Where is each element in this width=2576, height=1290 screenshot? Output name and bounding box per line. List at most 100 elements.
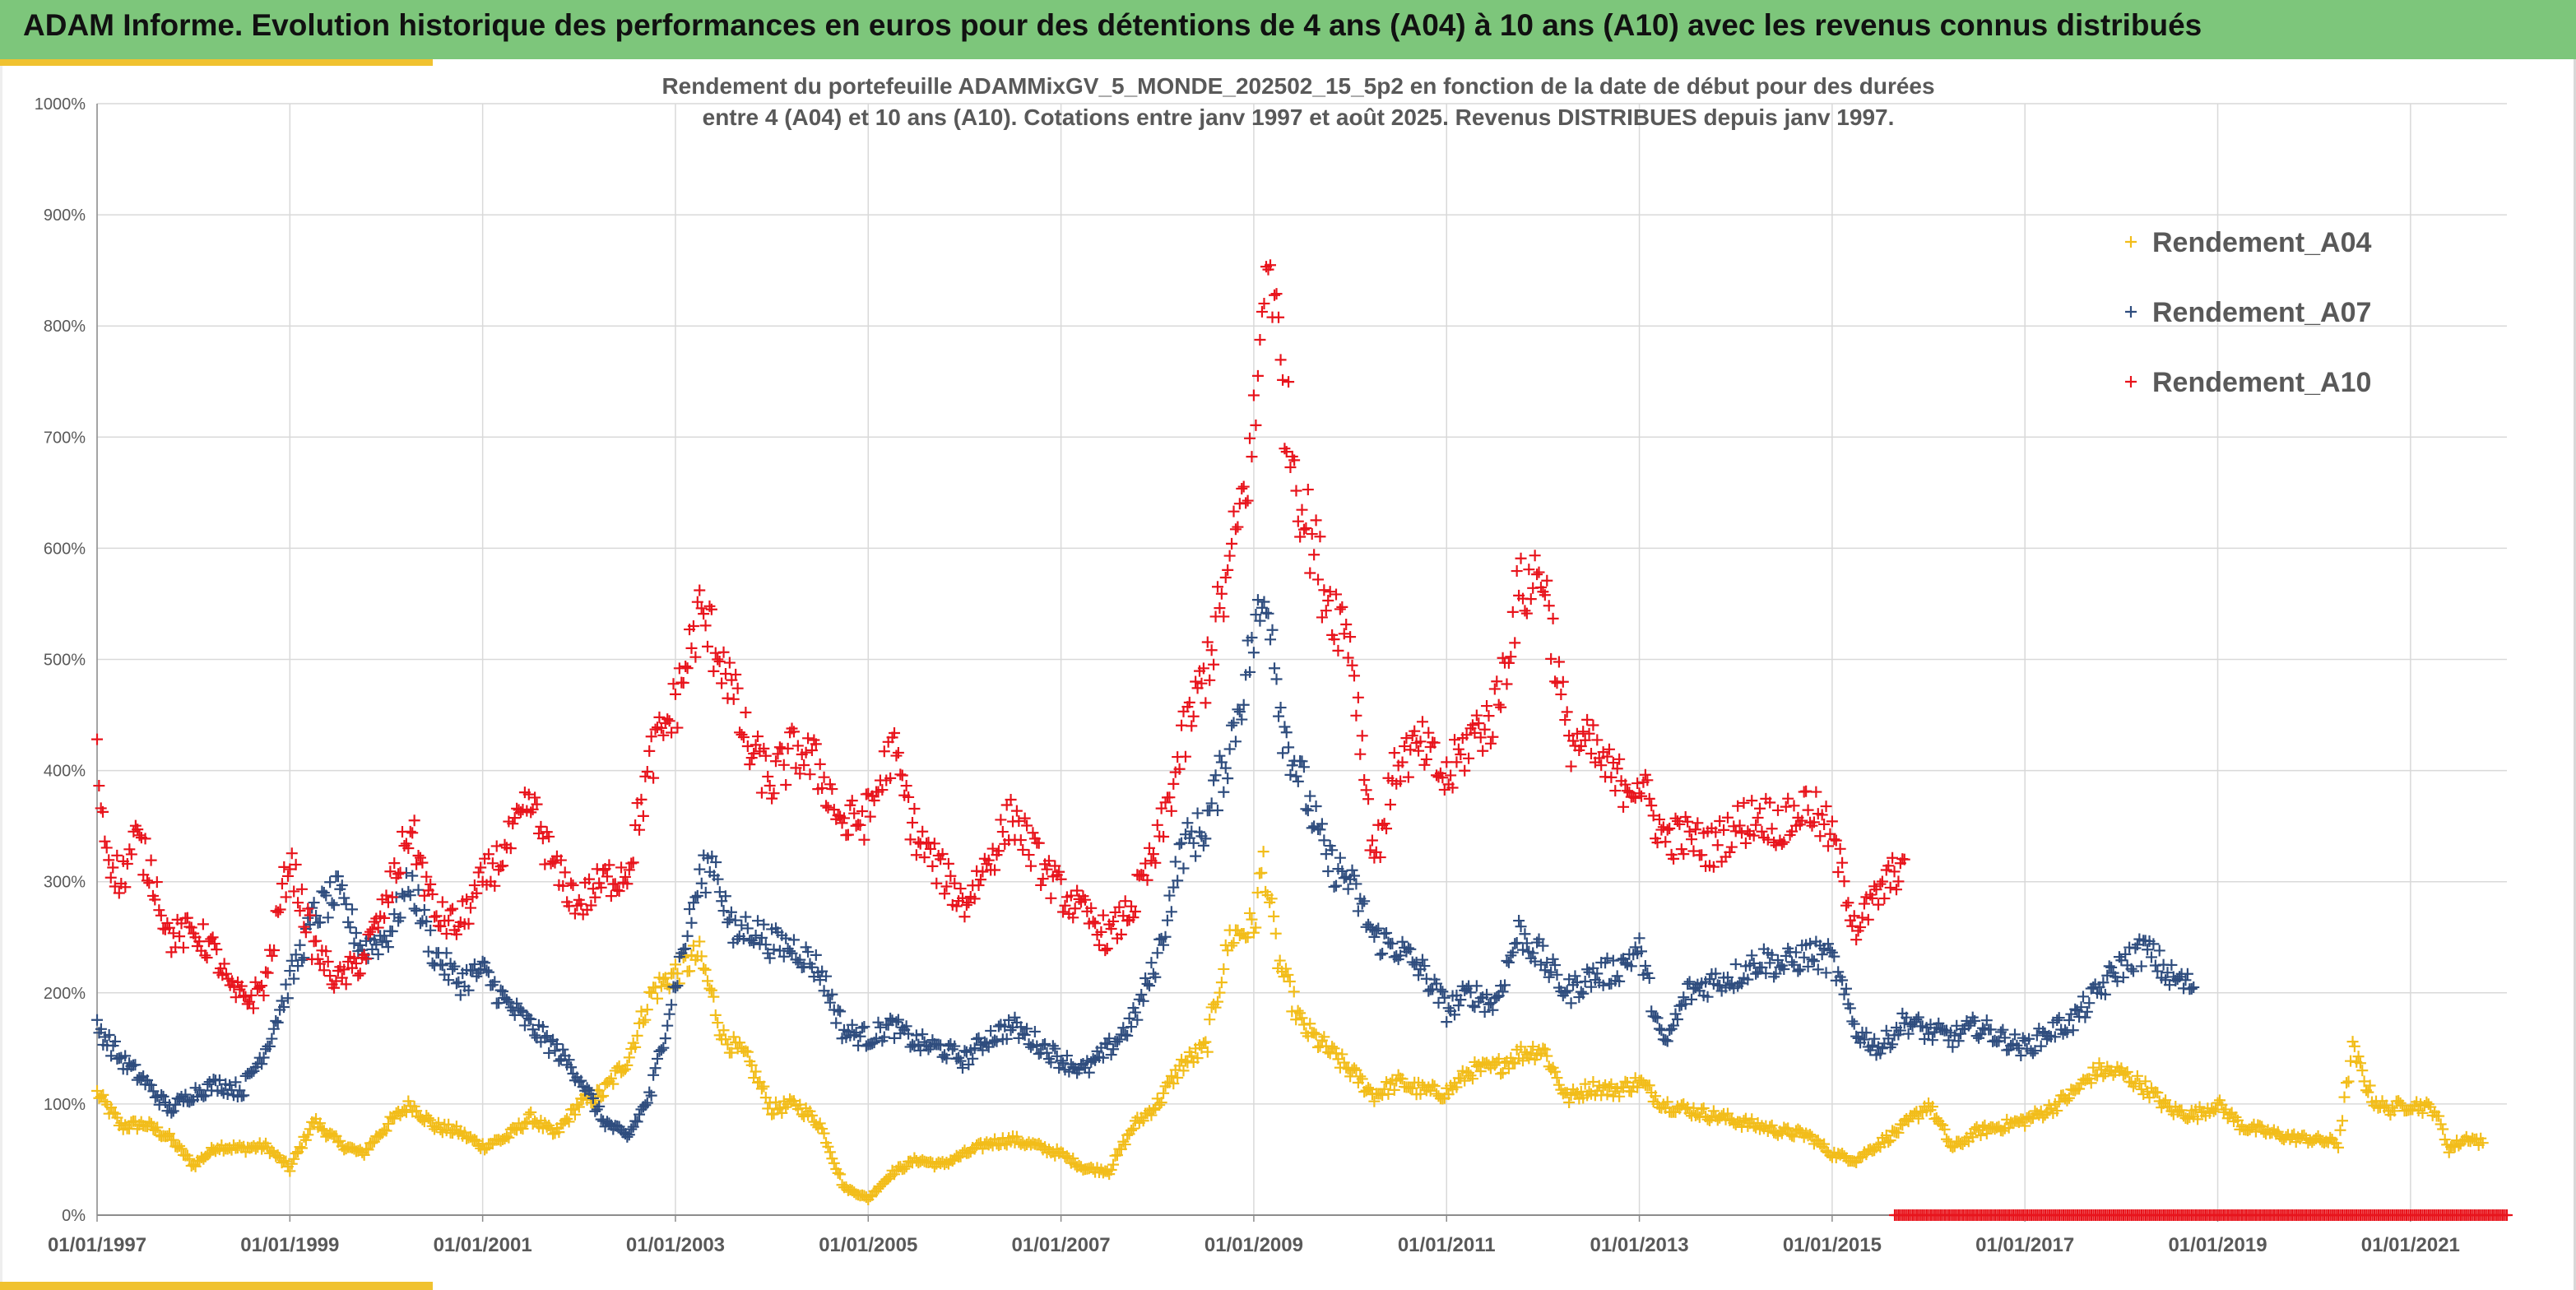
data-point: [384, 865, 397, 878]
data-point: [426, 957, 439, 969]
data-point: [1318, 1031, 1330, 1043]
data-point: [2063, 1014, 2075, 1027]
data-point: [179, 1088, 192, 1101]
data-point: [589, 891, 601, 903]
data-point: [1669, 812, 1682, 824]
data-point: [1673, 818, 1686, 830]
data-point: [758, 742, 770, 754]
data-point: [406, 827, 419, 839]
data-point: [1161, 914, 1173, 926]
data-point: [2336, 1115, 2348, 1127]
data-point: [722, 916, 734, 929]
data-point: [1696, 1103, 1708, 1116]
x-tick-label: 01/01/2011: [1398, 1234, 1496, 1256]
data-point: [1887, 1038, 1899, 1051]
data-point: [2192, 1113, 2204, 1125]
data-point: [450, 977, 462, 990]
data-point: [691, 596, 703, 608]
data-point: [567, 879, 579, 892]
data-point: [768, 944, 780, 956]
data-point: [2358, 1075, 2370, 1088]
data-point: [1269, 662, 1281, 675]
data-point: [1328, 633, 1340, 646]
data-point: [226, 975, 239, 987]
data-point: [1734, 819, 1746, 832]
data-point: [1529, 550, 1541, 562]
data-point: [1541, 1050, 1553, 1062]
data-point: [1172, 1072, 1184, 1084]
data-point: [220, 968, 232, 980]
data-point: [1167, 881, 1180, 893]
data-point: [814, 974, 826, 986]
data-point: [1362, 1082, 1375, 1094]
data-point: [601, 870, 613, 883]
data-point: [1469, 726, 1481, 739]
data-point: [295, 1142, 308, 1154]
data-point: [917, 825, 929, 838]
data-point: [411, 1105, 423, 1117]
y-tick-label: 700%: [44, 429, 86, 447]
data-point: [1701, 991, 1714, 1003]
data-point: [1105, 1163, 1117, 1176]
data-point: [500, 1130, 513, 1143]
data-point: [928, 838, 940, 850]
data-point: [1163, 791, 1176, 804]
data-point: [1661, 1035, 1673, 1047]
data-point: [350, 958, 362, 970]
data-point: [1279, 721, 1291, 733]
data-point: [2081, 1005, 2093, 1018]
data-point: [1452, 743, 1464, 755]
data-point: [119, 881, 132, 893]
data-point: [2119, 1068, 2132, 1080]
data-point: [119, 1050, 132, 1062]
data-point: [153, 1098, 165, 1111]
data-point: [1686, 833, 1698, 846]
performance-chart: 0%100%200%300%400%500%600%700%800%900%10…: [35, 73, 2513, 1256]
data-point: [153, 904, 165, 916]
data-point: [740, 911, 752, 923]
data-point: [1502, 1062, 1515, 1074]
data-point: [177, 941, 189, 954]
data-point: [1350, 709, 1362, 722]
data-point: [1541, 574, 1553, 587]
data-point: [858, 1021, 870, 1033]
data-point: [1229, 523, 1242, 536]
data-point: [1246, 913, 1258, 926]
data-point: [97, 1088, 109, 1101]
data-point: [1228, 937, 1240, 949]
data-point: [1296, 503, 1308, 516]
data-point: [764, 952, 776, 964]
data-point: [1354, 1070, 1367, 1083]
data-point: [1926, 1034, 1938, 1046]
data-point: [657, 1042, 670, 1054]
data-point: [872, 1016, 884, 1028]
data-point: [1641, 774, 1654, 787]
data-point: [1149, 856, 1162, 869]
data-point: [972, 879, 985, 892]
data-point: [294, 1141, 306, 1153]
data-point: [910, 1029, 922, 1042]
data-point: [1396, 756, 1409, 768]
data-point: [1459, 764, 1471, 777]
data-point: [284, 965, 296, 977]
data-point: [1659, 836, 1672, 848]
data-point: [1233, 706, 1246, 718]
data-point: [1280, 446, 1293, 458]
data-point: [1912, 1112, 1924, 1125]
data-point: [2053, 1012, 2065, 1024]
legend-marker: [2125, 376, 2137, 387]
data-point: [450, 928, 462, 940]
data-point: [1330, 588, 1342, 601]
data-point: [320, 945, 332, 958]
data-point: [1274, 354, 1287, 366]
data-point: [1292, 515, 1304, 527]
data-point: [2017, 1032, 2029, 1044]
data-point: [685, 642, 698, 654]
data-point: [100, 842, 113, 854]
data-point: [684, 965, 696, 977]
data-point: [95, 1023, 107, 1035]
data-point: [1613, 753, 1626, 765]
data-point: [1488, 1059, 1501, 1071]
data-point: [1551, 968, 1563, 981]
data-point: [565, 1061, 578, 1074]
